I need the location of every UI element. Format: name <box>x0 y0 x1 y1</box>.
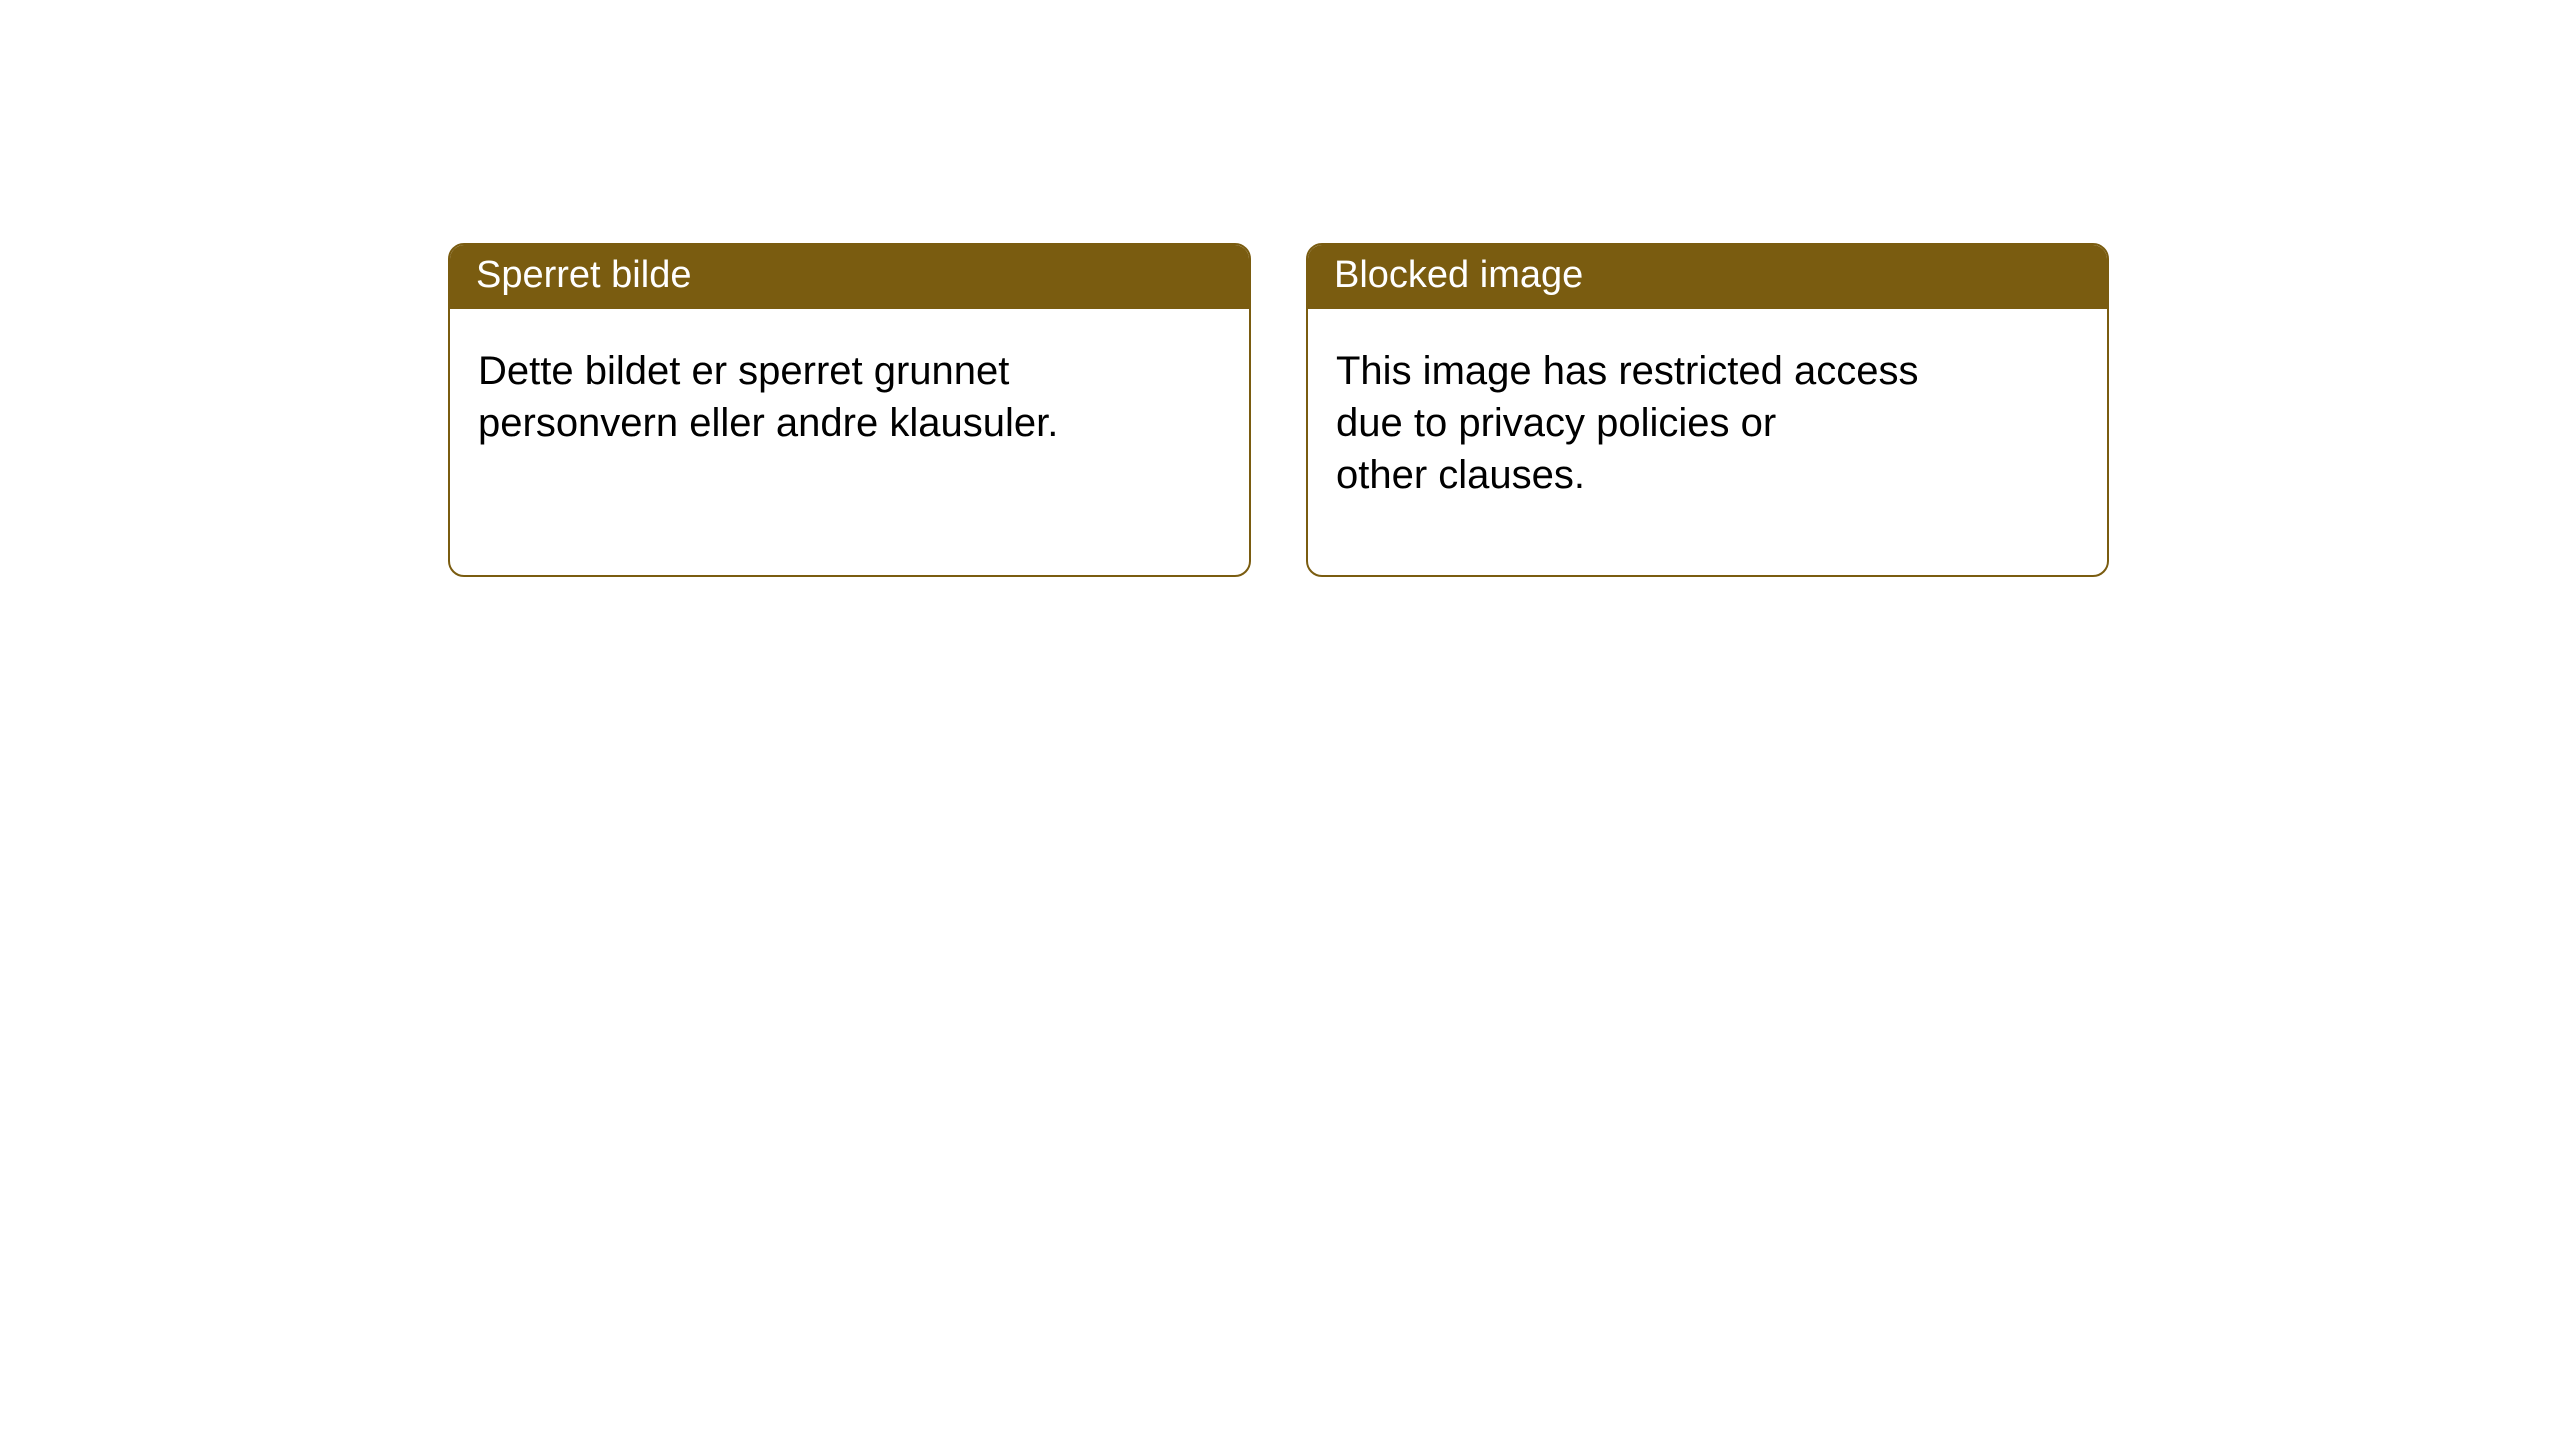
notice-cards-row: Sperret bilde Dette bildet er sperret gr… <box>0 0 2560 577</box>
card-title-no: Sperret bilde <box>450 245 1249 309</box>
card-body-en: This image has restricted access due to … <box>1308 309 2107 501</box>
blocked-image-card-no: Sperret bilde Dette bildet er sperret gr… <box>448 243 1251 577</box>
card-title-en: Blocked image <box>1308 245 2107 309</box>
blocked-image-card-en: Blocked image This image has restricted … <box>1306 243 2109 577</box>
card-body-no: Dette bildet er sperret grunnet personve… <box>450 309 1249 449</box>
